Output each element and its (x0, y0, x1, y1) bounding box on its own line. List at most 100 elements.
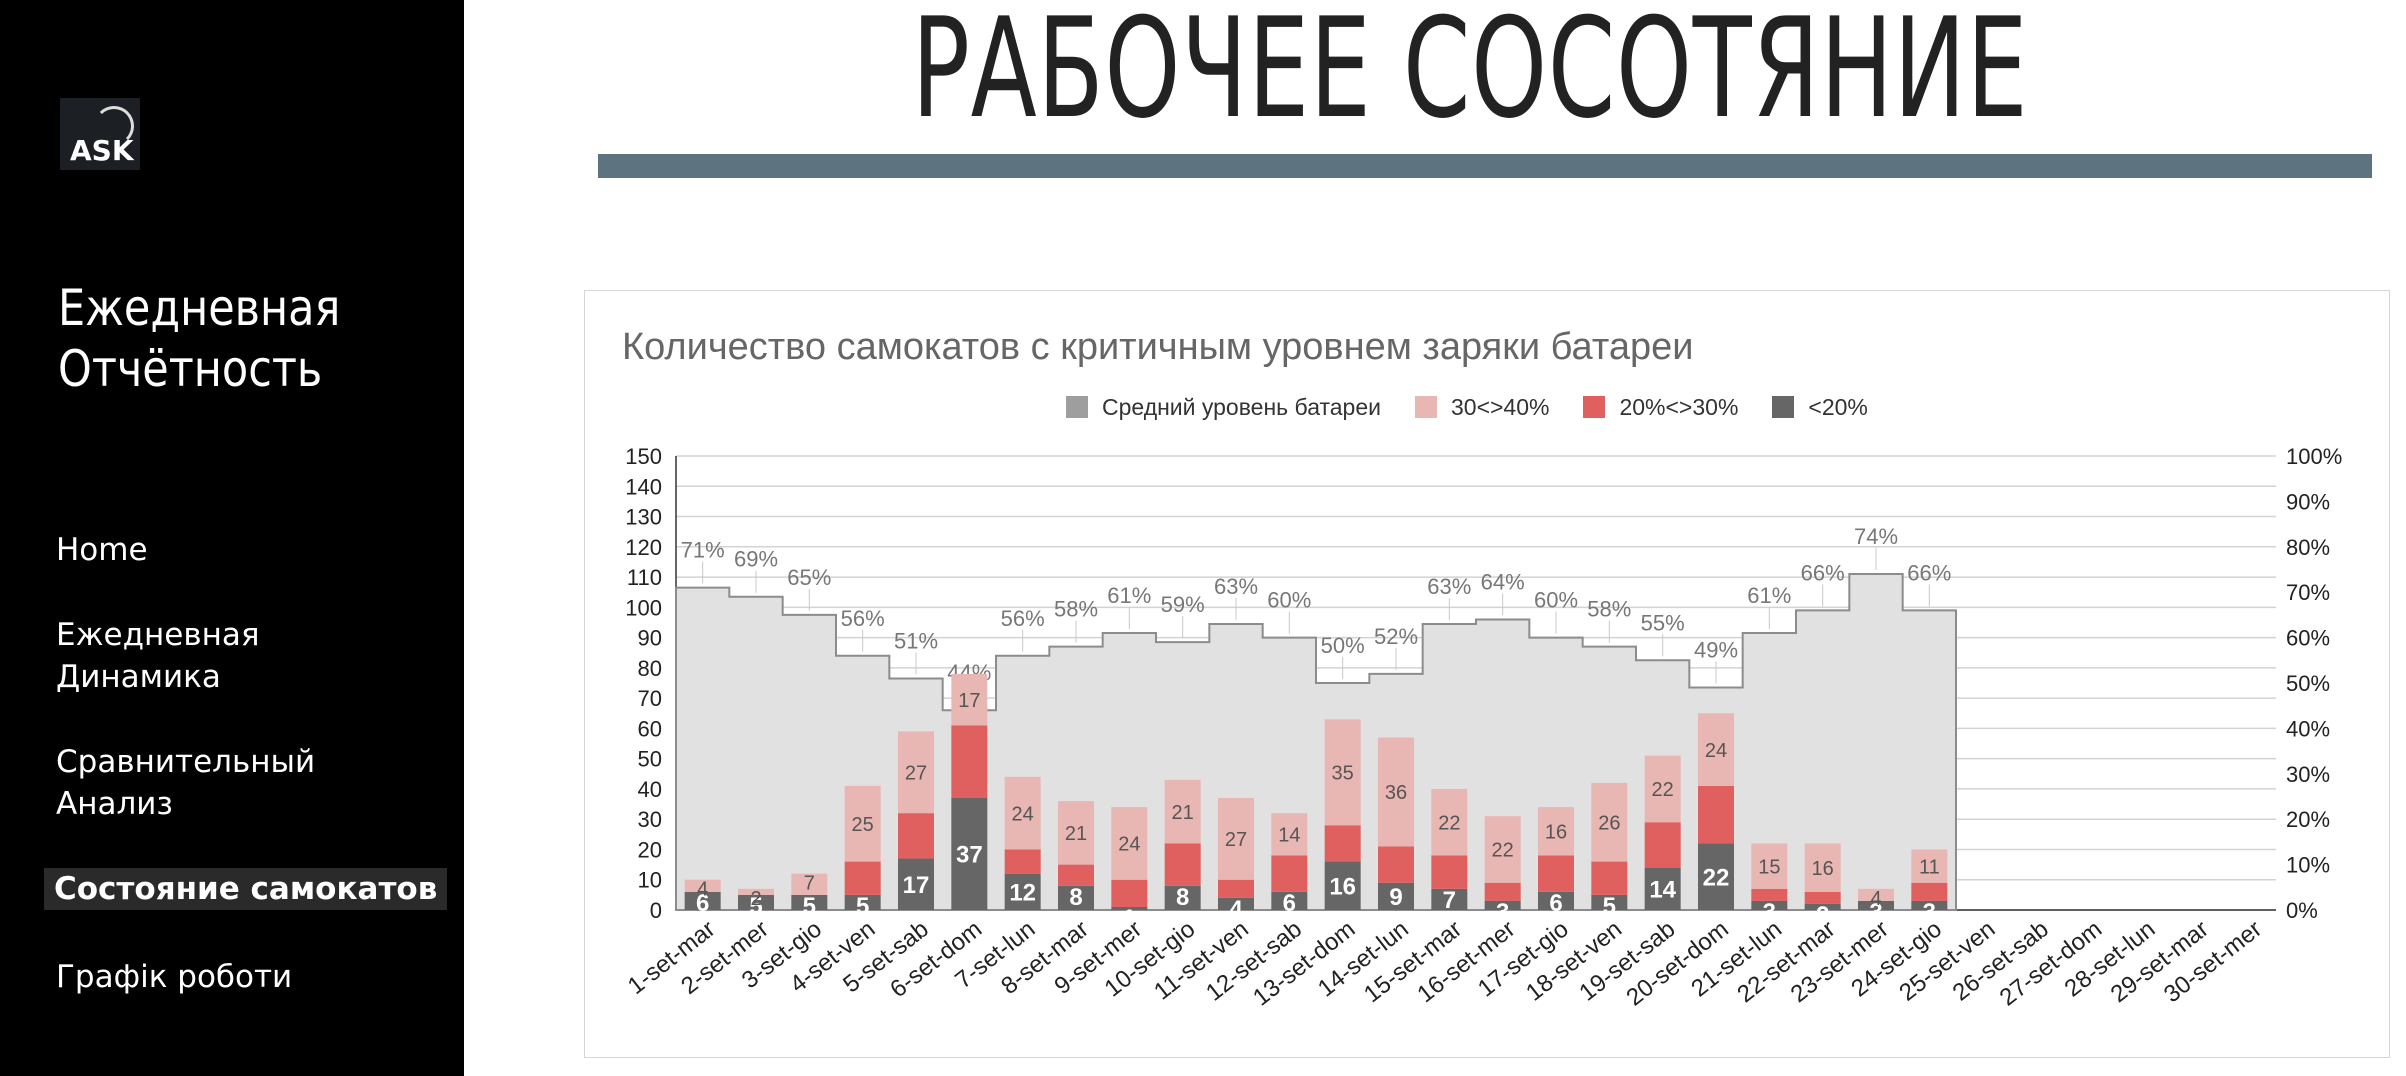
nav-home[interactable]: Home (56, 532, 148, 568)
avg-battery-label: 69% (734, 547, 778, 572)
bar-lt-20-label: 22 (1703, 864, 1730, 891)
legend-item-30-40[interactable]: 30<>40% (1414, 393, 1550, 421)
legend-item-avg[interactable]: Средний уровень батареи (1066, 394, 1381, 421)
bar-30-40 (1911, 849, 1948, 883)
chart-title: Количество самокатов с критичным уровнем… (622, 326, 1694, 368)
legend-item-20-30[interactable]: 20%<>30% (1583, 394, 1738, 421)
report-title: Ежедневная Отчётность (58, 278, 340, 400)
bar-30-40-label: 15 (1758, 856, 1780, 878)
avg-battery-label: 64% (1481, 569, 1525, 594)
bar-30-40-label: 4 (697, 879, 708, 901)
bar-lt-20-label: 3 (1763, 899, 1776, 926)
avg-battery-label: 56% (841, 606, 885, 631)
bar-lt-20 (1644, 867, 1681, 910)
avg-battery-label: 56% (1001, 606, 1045, 631)
legend-swatch-20-30 (1583, 396, 1606, 418)
bar-lt-20 (1218, 897, 1254, 910)
y2-tick-label: 70% (2286, 580, 2330, 605)
y-tick-label: 70 (638, 686, 662, 711)
avg-battery-label: 58% (1587, 597, 1631, 622)
bar-lt-20 (1751, 900, 1788, 910)
bar-lt-20 (1004, 873, 1041, 910)
avg-battery-label: 61% (1747, 583, 1791, 608)
bar-30-40-label: 14 (1278, 825, 1300, 847)
avg-battery-label: 61% (1107, 583, 1151, 608)
bar-30-40 (684, 879, 721, 892)
bar-20-30 (1698, 785, 1734, 844)
y2-tick-label: 20% (2286, 807, 2330, 832)
nav-work-schedule[interactable]: Графік роботи (56, 959, 293, 995)
bar-30-40-label: 21 (1172, 802, 1194, 824)
avg-battery-label: 74% (1854, 524, 1898, 549)
avg-battery-label: 60% (1267, 588, 1311, 613)
bar-20-30 (1911, 882, 1948, 901)
nav-scooter-status[interactable]: Состояние самокатов (44, 868, 448, 910)
y-tick-label: 90 (638, 626, 662, 651)
bar-30-40-label: 4 (1870, 888, 1881, 910)
legend-label-30-40: 30<>40% (1450, 393, 1550, 420)
nav-comparative-analysis[interactable]: Сравнительный Анализ (56, 744, 316, 822)
avg-battery-label: 63% (1214, 574, 1258, 599)
bar-lt-20 (1698, 843, 1734, 910)
y2-tick-label: 30% (2286, 762, 2330, 787)
legend-label-avg: Средний уровень батареи (1102, 393, 1381, 420)
y-tick-label: 60 (638, 716, 662, 741)
y2-tick-label: 50% (2286, 671, 2330, 696)
bar-lt-20 (738, 894, 774, 910)
bar-lt-20 (951, 798, 988, 910)
bar-30-40-label: 22 (1492, 840, 1514, 862)
bar-30-40 (1484, 816, 1521, 883)
avg-battery-label: 55% (1641, 610, 1685, 635)
bar-30-40 (1538, 807, 1574, 856)
y2-tick-label: 90% (2286, 489, 2330, 514)
bar-30-40-label: 35 (1332, 762, 1354, 784)
bar-20-30 (1058, 864, 1094, 886)
bar-30-40-label: 16 (1812, 858, 1834, 880)
avg-battery-label: 71% (681, 538, 725, 563)
bar-30-40-label: 11 (1919, 856, 1940, 878)
bar-30-40 (1271, 813, 1308, 856)
bar-lt-20-label: 14 (1649, 876, 1676, 903)
bar-20-30 (1431, 855, 1468, 889)
y-tick-label: 120 (625, 535, 662, 560)
bar-lt-20-label: 17 (903, 872, 930, 899)
bar-30-40 (1698, 713, 1734, 786)
avg-battery-label: 50% (1321, 633, 1365, 658)
bar-lt-20 (1324, 861, 1361, 910)
bar-20-30 (1164, 843, 1201, 886)
bar-30-40-label: 22 (1652, 779, 1674, 801)
avg-battery-label: 66% (1907, 560, 1951, 585)
bar-lt-20 (898, 858, 934, 910)
legend-label-lt-20: <20% (1808, 393, 1868, 420)
bar-30-40 (1644, 755, 1681, 823)
bar-20-30 (1484, 882, 1521, 901)
avg-battery-label: 52% (1374, 624, 1418, 649)
nav-daily-dynamics[interactable]: Ежедневная Динамика (56, 617, 260, 695)
bar-30-40 (1858, 888, 1894, 901)
bar-lt-20 (684, 891, 721, 910)
bar-lt-20-label: 3 (1923, 899, 1936, 926)
ask-logo[interactable]: ASK (60, 98, 140, 170)
bar-30-40-label: 21 (1065, 823, 1087, 845)
y2-tick-label: 100% (2286, 444, 2342, 469)
bar-30-40-label: 24 (1012, 803, 1034, 825)
legend-item-lt-20[interactable]: <20% (1772, 393, 1868, 421)
bar-lt-20-label: 9 (1389, 884, 1402, 911)
y-tick-label: 110 (627, 565, 662, 590)
y-tick-label: 150 (625, 444, 662, 469)
bar-30-40 (738, 888, 774, 895)
report-title-line2: Отчётность (58, 340, 323, 398)
bar-20-30 (1218, 879, 1254, 898)
avg-battery-label: 63% (1427, 574, 1471, 599)
bar-30-40-label: 24 (1118, 834, 1140, 856)
bar-lt-20 (1804, 903, 1841, 910)
bar-30-40-label: 27 (1225, 829, 1247, 851)
bar-lt-20-label: 2 (1816, 902, 1829, 929)
title-divider-bar (598, 154, 2372, 178)
bar-30-40 (1324, 719, 1361, 826)
bar-30-40-label: 25 (852, 814, 874, 836)
bar-lt-20-label: 4 (1229, 896, 1243, 923)
page-title: РАБОЧЕЕ СОСОТЯНИЕ (911, 0, 2029, 149)
bar-lt-20 (844, 894, 881, 910)
